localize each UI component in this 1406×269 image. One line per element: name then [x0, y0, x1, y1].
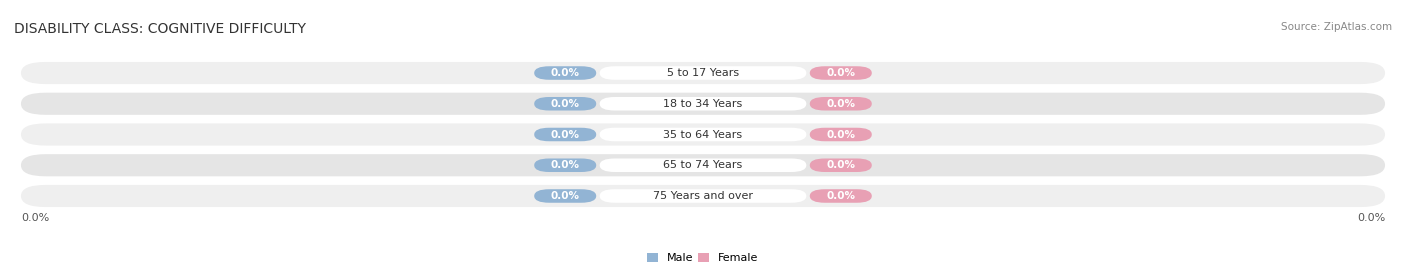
FancyBboxPatch shape	[599, 128, 807, 141]
FancyBboxPatch shape	[21, 154, 1385, 176]
FancyBboxPatch shape	[21, 62, 1385, 84]
Text: 0.0%: 0.0%	[551, 160, 579, 170]
Legend: Male, Female: Male, Female	[647, 253, 759, 263]
Text: 18 to 34 Years: 18 to 34 Years	[664, 99, 742, 109]
FancyBboxPatch shape	[534, 97, 596, 111]
FancyBboxPatch shape	[810, 189, 872, 203]
FancyBboxPatch shape	[21, 185, 1385, 207]
FancyBboxPatch shape	[534, 128, 596, 141]
Text: 0.0%: 0.0%	[827, 160, 855, 170]
Text: 35 to 64 Years: 35 to 64 Years	[664, 129, 742, 140]
Text: Source: ZipAtlas.com: Source: ZipAtlas.com	[1281, 22, 1392, 31]
FancyBboxPatch shape	[599, 97, 807, 111]
Text: 75 Years and over: 75 Years and over	[652, 191, 754, 201]
FancyBboxPatch shape	[21, 93, 1385, 115]
Text: 0.0%: 0.0%	[1357, 213, 1385, 222]
Text: 0.0%: 0.0%	[827, 191, 855, 201]
Text: DISABILITY CLASS: COGNITIVE DIFFICULTY: DISABILITY CLASS: COGNITIVE DIFFICULTY	[14, 22, 307, 36]
Text: 0.0%: 0.0%	[551, 68, 579, 78]
FancyBboxPatch shape	[534, 189, 596, 203]
FancyBboxPatch shape	[21, 123, 1385, 146]
Text: 0.0%: 0.0%	[551, 129, 579, 140]
FancyBboxPatch shape	[810, 158, 872, 172]
Text: 0.0%: 0.0%	[551, 99, 579, 109]
FancyBboxPatch shape	[810, 97, 872, 111]
Text: 0.0%: 0.0%	[21, 213, 49, 222]
Text: 0.0%: 0.0%	[827, 129, 855, 140]
FancyBboxPatch shape	[810, 128, 872, 141]
FancyBboxPatch shape	[599, 66, 807, 80]
FancyBboxPatch shape	[810, 66, 872, 80]
Text: 5 to 17 Years: 5 to 17 Years	[666, 68, 740, 78]
FancyBboxPatch shape	[599, 158, 807, 172]
FancyBboxPatch shape	[534, 158, 596, 172]
FancyBboxPatch shape	[534, 66, 596, 80]
Text: 0.0%: 0.0%	[827, 68, 855, 78]
Text: 0.0%: 0.0%	[827, 99, 855, 109]
Text: 65 to 74 Years: 65 to 74 Years	[664, 160, 742, 170]
FancyBboxPatch shape	[599, 189, 807, 203]
Text: 0.0%: 0.0%	[551, 191, 579, 201]
